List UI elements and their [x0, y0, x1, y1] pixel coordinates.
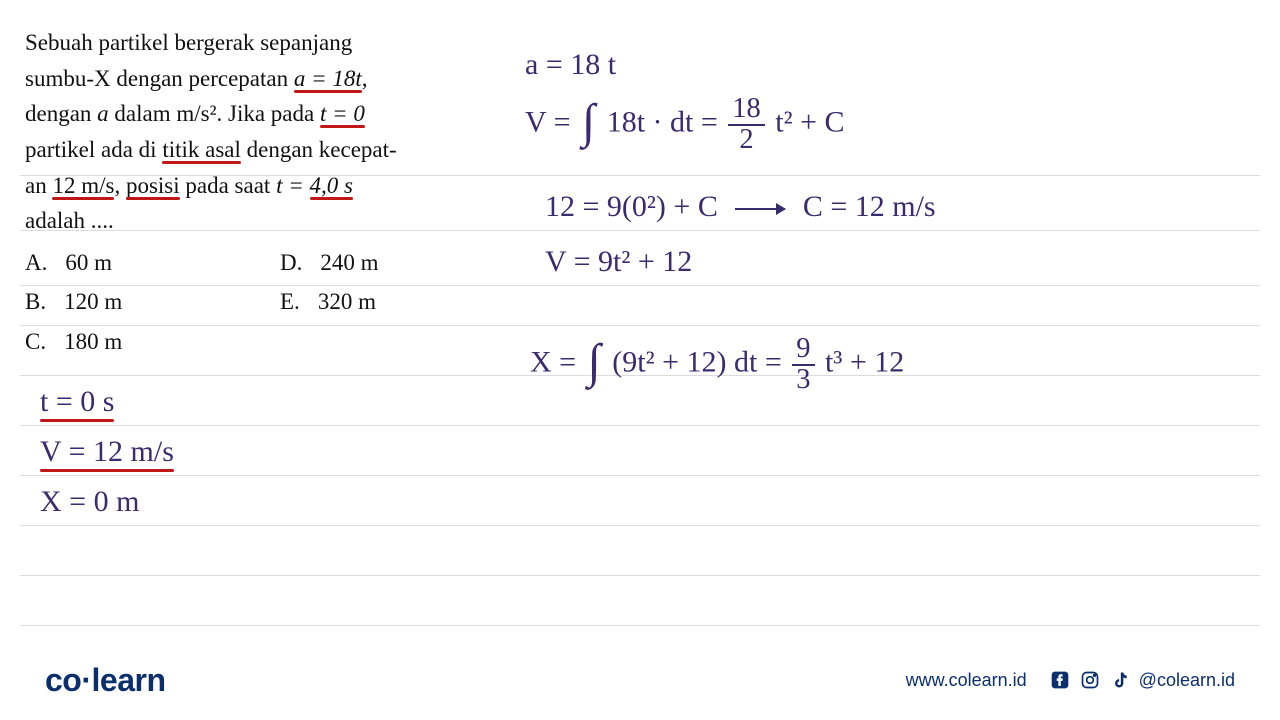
work-eq2: V = ∫ 18t · dt = 182 t² + C	[525, 95, 845, 154]
social-icons: @colearn.id	[1049, 669, 1235, 691]
problem-posisi: posisi	[126, 173, 180, 198]
given-x: X = 0 m	[40, 485, 139, 519]
facebook-icon	[1049, 669, 1071, 691]
instagram-icon	[1079, 669, 1101, 691]
work-eq4: V = 9t² + 12	[545, 245, 692, 279]
option-c: 180 m	[64, 324, 122, 360]
problem-line1: Sebuah partikel bergerak sepanjang	[25, 30, 352, 55]
footer-url: www.colearn.id	[906, 670, 1027, 691]
problem-t4: 4,0 s	[310, 173, 353, 198]
problem-v0: 12 m/s	[52, 173, 114, 198]
arrow-icon	[735, 208, 785, 210]
option-a: 60 m	[65, 245, 112, 281]
problem-eq-t0: t = 0	[320, 101, 365, 126]
option-b: 120 m	[64, 284, 122, 320]
problem-titikasal: titik asal	[162, 137, 241, 162]
problem-line2a: sumbu-X dengan percepatan	[25, 66, 294, 91]
answer-options: A.60 m D.240 m B.120 m E.320 m C.180 m	[25, 245, 480, 360]
work-eq3: 12 = 9(0²) + C C = 12 m/s	[545, 190, 936, 224]
work-eq5: X = ∫ (9t² + 12) dt = 93 t³ + 12	[530, 335, 904, 394]
problem-text: Sebuah partikel bergerak sepanjang sumbu…	[25, 25, 480, 360]
option-e: 320 m	[318, 284, 376, 320]
option-d: 240 m	[320, 245, 378, 281]
footer: co·learn www.colearn.id @colearn.id	[0, 650, 1280, 720]
tiktok-icon	[1109, 669, 1131, 691]
brand-logo: co·learn	[45, 662, 165, 699]
work-eq1: a = 18 t	[525, 48, 616, 82]
problem-eq-a: a = 18t	[294, 66, 362, 91]
footer-handle: @colearn.id	[1139, 670, 1235, 691]
integral-icon: ∫	[582, 108, 595, 137]
given-t: t = 0 s	[40, 385, 114, 419]
integral-icon-2: ∫	[588, 348, 601, 377]
given-v: V = 12 m/s	[40, 435, 174, 469]
